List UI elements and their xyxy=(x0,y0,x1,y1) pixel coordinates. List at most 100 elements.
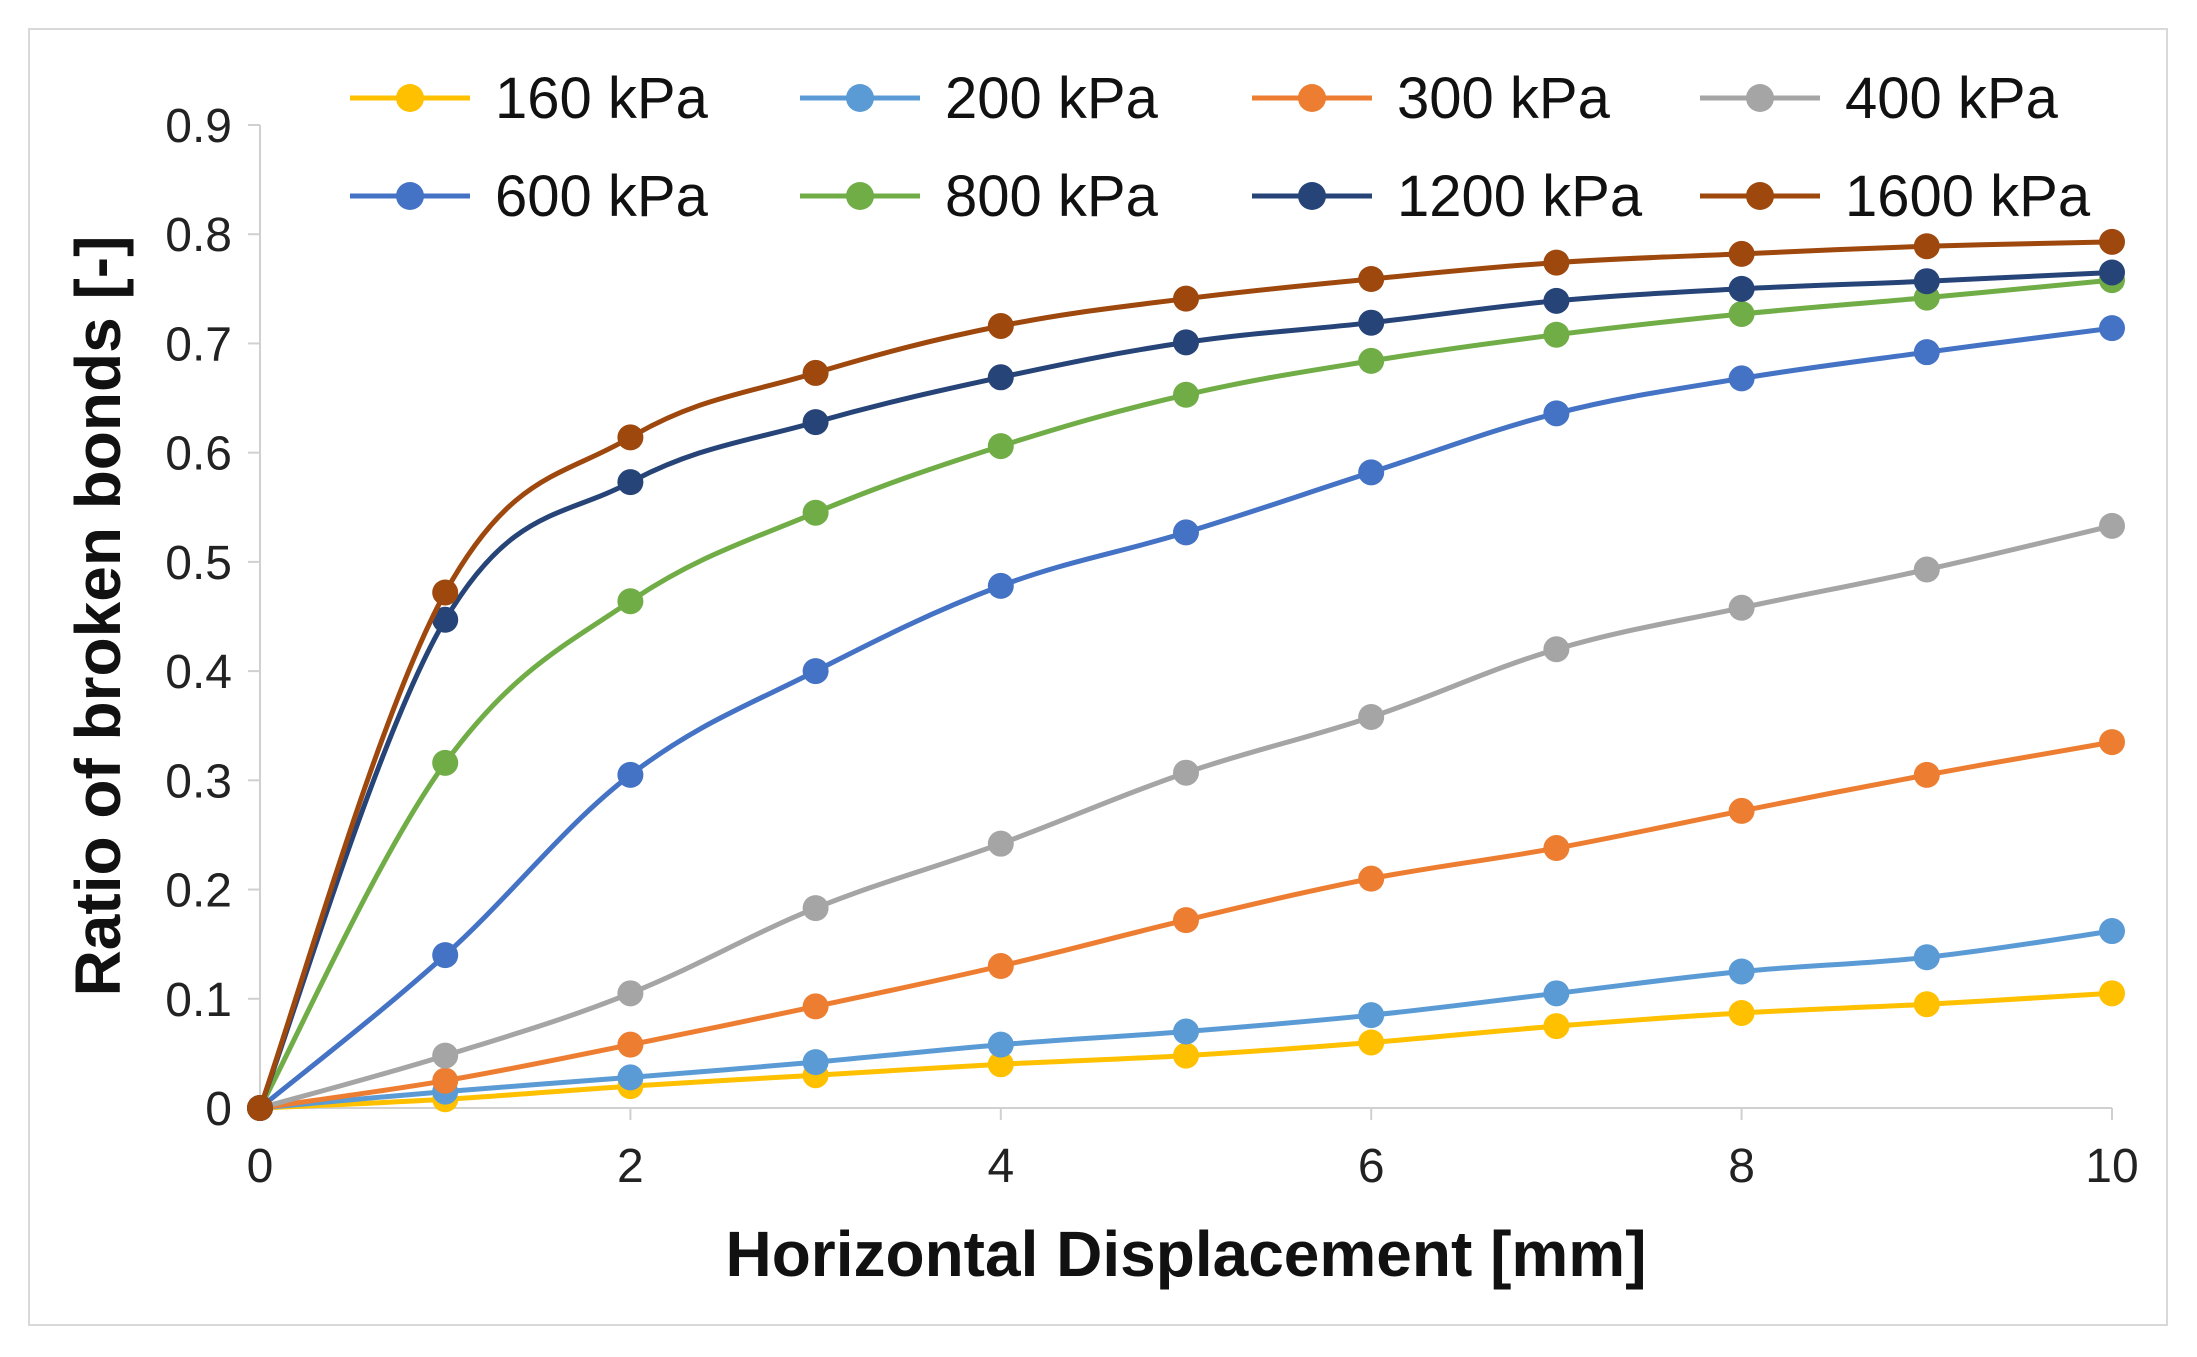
data-point xyxy=(617,1064,644,1091)
data-point xyxy=(1173,381,1199,408)
legend-label: 200 kPa xyxy=(945,66,1159,131)
data-point xyxy=(2099,918,2125,945)
x-tick-label: 10 xyxy=(2085,1140,2138,1193)
data-point xyxy=(617,1031,644,1058)
series-line-800-kpa xyxy=(257,277,2113,1110)
data-point xyxy=(1173,285,1199,312)
series-800-kpa xyxy=(247,267,2125,1121)
x-tick-label: 2 xyxy=(617,1140,644,1193)
data-point xyxy=(617,761,644,788)
data-point xyxy=(1543,287,1570,314)
data-point xyxy=(802,895,829,922)
y-tick-label: 0.9 xyxy=(165,100,232,153)
legend-label: 300 kPa xyxy=(1397,66,1611,131)
data-point xyxy=(987,572,1014,599)
legend-swatch-marker xyxy=(396,84,424,112)
legend-swatch-marker xyxy=(396,182,424,210)
data-point xyxy=(247,1095,273,1121)
data-point xyxy=(1543,980,1570,1007)
series-160-kpa xyxy=(247,980,2125,1121)
y-tick-label: 0.5 xyxy=(165,537,232,590)
data-point xyxy=(1543,400,1570,427)
x-tick-label: 4 xyxy=(987,1140,1014,1193)
y-tick-label: 0.1 xyxy=(165,974,232,1027)
data-point xyxy=(1913,556,1940,583)
y-tick-label: 0.6 xyxy=(165,428,232,481)
data-point xyxy=(1728,300,1755,327)
y-tick-label: 0.8 xyxy=(165,209,232,262)
series-200-kpa xyxy=(247,918,2125,1121)
data-point xyxy=(617,424,644,451)
series-line-600-kpa xyxy=(258,325,2113,1110)
data-point xyxy=(987,830,1014,857)
data-point xyxy=(1173,519,1199,546)
data-point xyxy=(802,993,829,1020)
legend-item-160-kpa: 160 kPa xyxy=(350,66,709,131)
x-tick-labels: 0 2 4 6 8 10 xyxy=(247,1108,2139,1193)
data-point xyxy=(617,469,644,496)
series-line-1200-kpa xyxy=(257,270,2113,1109)
data-point xyxy=(802,359,829,386)
data-point xyxy=(1358,703,1385,730)
legend-item-300-kpa: 300 kPa xyxy=(1252,66,1611,131)
y-tick-label: 0.7 xyxy=(165,318,232,371)
data-point xyxy=(1358,309,1385,336)
data-point xyxy=(987,1051,1014,1078)
data-point xyxy=(1913,991,1940,1018)
legend-item-1600-kpa: 1600 kPa xyxy=(1700,164,2091,229)
data-point xyxy=(1173,907,1199,934)
data-point xyxy=(802,499,829,526)
legend-item-1200-kpa: 1200 kPa xyxy=(1252,164,1643,229)
data-point xyxy=(1173,329,1199,356)
legend-item-800-kpa: 800 kPa xyxy=(800,164,1159,229)
y-axis-title: Ratio of broken bonds [-] xyxy=(62,236,134,997)
data-point xyxy=(987,312,1014,339)
x-tick-label: 6 xyxy=(1358,1140,1385,1193)
data-point xyxy=(2099,315,2125,342)
x-tick-label: 0 xyxy=(247,1140,274,1193)
data-point xyxy=(1173,1042,1199,1069)
legend-swatch-marker xyxy=(846,84,874,112)
data-point xyxy=(1543,249,1570,276)
data-point xyxy=(617,588,644,615)
data-point xyxy=(1358,347,1385,374)
data-point xyxy=(1543,835,1570,862)
data-point xyxy=(1543,321,1570,348)
y-tick-label: 0 xyxy=(205,1083,232,1136)
data-point xyxy=(1728,275,1755,302)
data-point xyxy=(1358,1029,1385,1056)
data-point xyxy=(1728,365,1755,392)
data-point xyxy=(1913,233,1940,260)
data-point xyxy=(987,433,1014,460)
data-point xyxy=(987,953,1014,980)
data-point xyxy=(1728,999,1755,1026)
data-point xyxy=(1358,459,1385,486)
data-point xyxy=(1913,339,1940,366)
data-point xyxy=(802,409,829,436)
x-axis-title: Horizontal Displacement [mm] xyxy=(725,1218,1646,1290)
data-point xyxy=(432,942,459,969)
data-point xyxy=(1358,1002,1385,1029)
series-600-kpa xyxy=(247,315,2125,1121)
series-400-kpa xyxy=(247,512,2125,1121)
legend-label: 160 kPa xyxy=(495,66,709,131)
data-point xyxy=(432,606,459,633)
data-point xyxy=(2099,980,2125,1007)
data-point xyxy=(987,1031,1014,1058)
series-1600-kpa xyxy=(247,228,2125,1121)
chart-frame xyxy=(28,28,2168,1326)
data-point xyxy=(1728,240,1755,267)
data-point xyxy=(617,980,644,1007)
legend-item-400-kpa: 400 kPa xyxy=(1700,66,2059,131)
legend: 160 kPa 200 kPa 300 kPa 400 kPa 600 kPa 800 k… xyxy=(350,66,2091,229)
legend-swatch-marker xyxy=(1746,182,1774,210)
legend-label: 1600 kPa xyxy=(1845,164,2091,229)
legend-label: 400 kPa xyxy=(1845,66,2059,131)
data-point xyxy=(1728,797,1755,824)
data-point xyxy=(2099,729,2125,756)
series-line-1600-kpa xyxy=(257,239,2113,1109)
data-point xyxy=(1358,266,1385,293)
data-point xyxy=(1173,759,1199,786)
data-point xyxy=(1913,944,1940,971)
